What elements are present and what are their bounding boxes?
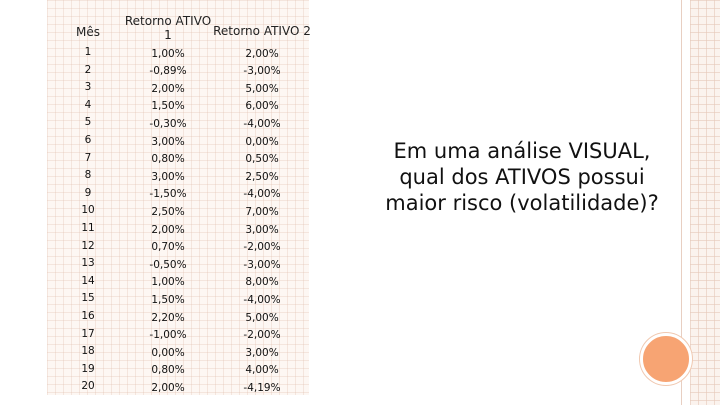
table-cell-ativo2: -3,00% <box>243 65 281 78</box>
header-retorno-ativo-2: Retorno ATIVO 2 <box>213 24 311 38</box>
table-cell-ativo1: 2,00% <box>151 82 185 95</box>
table-cell-ativo1: 0,80% <box>151 153 185 166</box>
table-cell-mes: 19 <box>81 362 95 375</box>
table-cell-mes: 1 <box>84 46 92 58</box>
table-cell-ativo2: 3,00% <box>245 223 279 236</box>
table-cell-mes: 10 <box>81 204 95 217</box>
table-cell-ativo1: 2,50% <box>151 205 185 218</box>
table-cell-ativo1: -0,50% <box>149 258 187 271</box>
table-cell-ativo1: 2,00% <box>151 381 185 394</box>
table-cell-mes: 17 <box>81 327 95 340</box>
table-cell-ativo1: -0,89% <box>149 65 187 78</box>
table-cell-ativo2: 2,50% <box>245 170 279 183</box>
table-cell-ativo1: 1,50% <box>151 293 185 306</box>
table-cell-ativo2: -4,00% <box>243 188 281 201</box>
table-cell-ativo1: 3,00% <box>151 135 185 148</box>
table-cell-ativo1: 1,00% <box>151 276 185 289</box>
table-cell-ativo1: 2,20% <box>151 311 185 324</box>
question-text: Em uma análise VISUAL, qual dos ATIVOS p… <box>385 139 659 215</box>
header-retorno-ativo-1: Retorno ATIVO 1 <box>124 14 212 42</box>
table-cell-mes: 4 <box>84 98 92 111</box>
table-cell-ativo2: -2,00% <box>243 241 281 254</box>
table-cell-mes: 8 <box>84 169 92 182</box>
decorative-circle <box>640 333 692 385</box>
table-cell-ativo2: 5,00% <box>245 311 279 324</box>
table-cell-ativo1: 0,80% <box>151 364 185 377</box>
table-cell-ativo1: 2,00% <box>151 223 185 236</box>
table-cell-mes: 3 <box>84 81 92 94</box>
table-cell-ativo2: -4,19% <box>243 381 281 394</box>
table-cell-mes: 9 <box>84 186 92 199</box>
table-cell-mes: 16 <box>81 310 95 322</box>
table-cell-mes: 13 <box>81 257 95 270</box>
table-cell-ativo2: 5,00% <box>245 82 279 95</box>
right-decorative-stripes <box>690 0 720 405</box>
table-cell-mes: 5 <box>84 116 92 129</box>
table-cell-ativo2: -3,00% <box>243 258 281 271</box>
table-cell-mes: 11 <box>81 222 95 234</box>
table-cell-mes: 12 <box>81 239 95 252</box>
table-cell-ativo2: -4,00% <box>243 293 281 306</box>
table-cell-ativo2: 7,00% <box>245 205 279 218</box>
table-cell-ativo2: 0,50% <box>245 153 279 166</box>
table-cell-ativo1: 1,00% <box>151 47 185 60</box>
table-cell-mes: 7 <box>84 151 92 164</box>
table-cell-mes: 15 <box>81 292 95 305</box>
table-cell-ativo2: 3,00% <box>245 346 279 359</box>
table-cell-mes: 14 <box>81 274 95 287</box>
table-cell-mes: 2 <box>84 63 92 76</box>
table-cell-ativo1: -1,00% <box>149 329 187 342</box>
table-cell-mes: 18 <box>81 345 95 358</box>
header-mes: Mês <box>76 25 100 39</box>
table-cell-ativo2: -2,00% <box>243 329 281 342</box>
table-cell-ativo1: 1,50% <box>151 100 185 113</box>
right-divider-line <box>681 0 682 405</box>
table-cell-mes: 6 <box>84 134 92 146</box>
table-cell-ativo2: 0,00% <box>245 135 279 148</box>
table-cell-ativo1: -0,30% <box>149 117 187 130</box>
table-cell-mes: 20 <box>81 380 95 393</box>
table-cell-ativo2: 6,00% <box>245 100 279 113</box>
table-cell-ativo2: -4,00% <box>243 117 281 130</box>
table-cell-ativo2: 8,00% <box>245 276 279 289</box>
table-cell-ativo1: 3,00% <box>151 170 185 183</box>
table-cell-ativo1: 0,70% <box>151 241 185 254</box>
table-cell-ativo2: 2,00% <box>245 47 279 60</box>
table-cell-ativo1: -1,50% <box>149 188 187 201</box>
table-cell-ativo2: 4,00% <box>245 364 279 377</box>
table-background <box>47 0 309 395</box>
table-cell-ativo1: 0,00% <box>151 346 185 359</box>
